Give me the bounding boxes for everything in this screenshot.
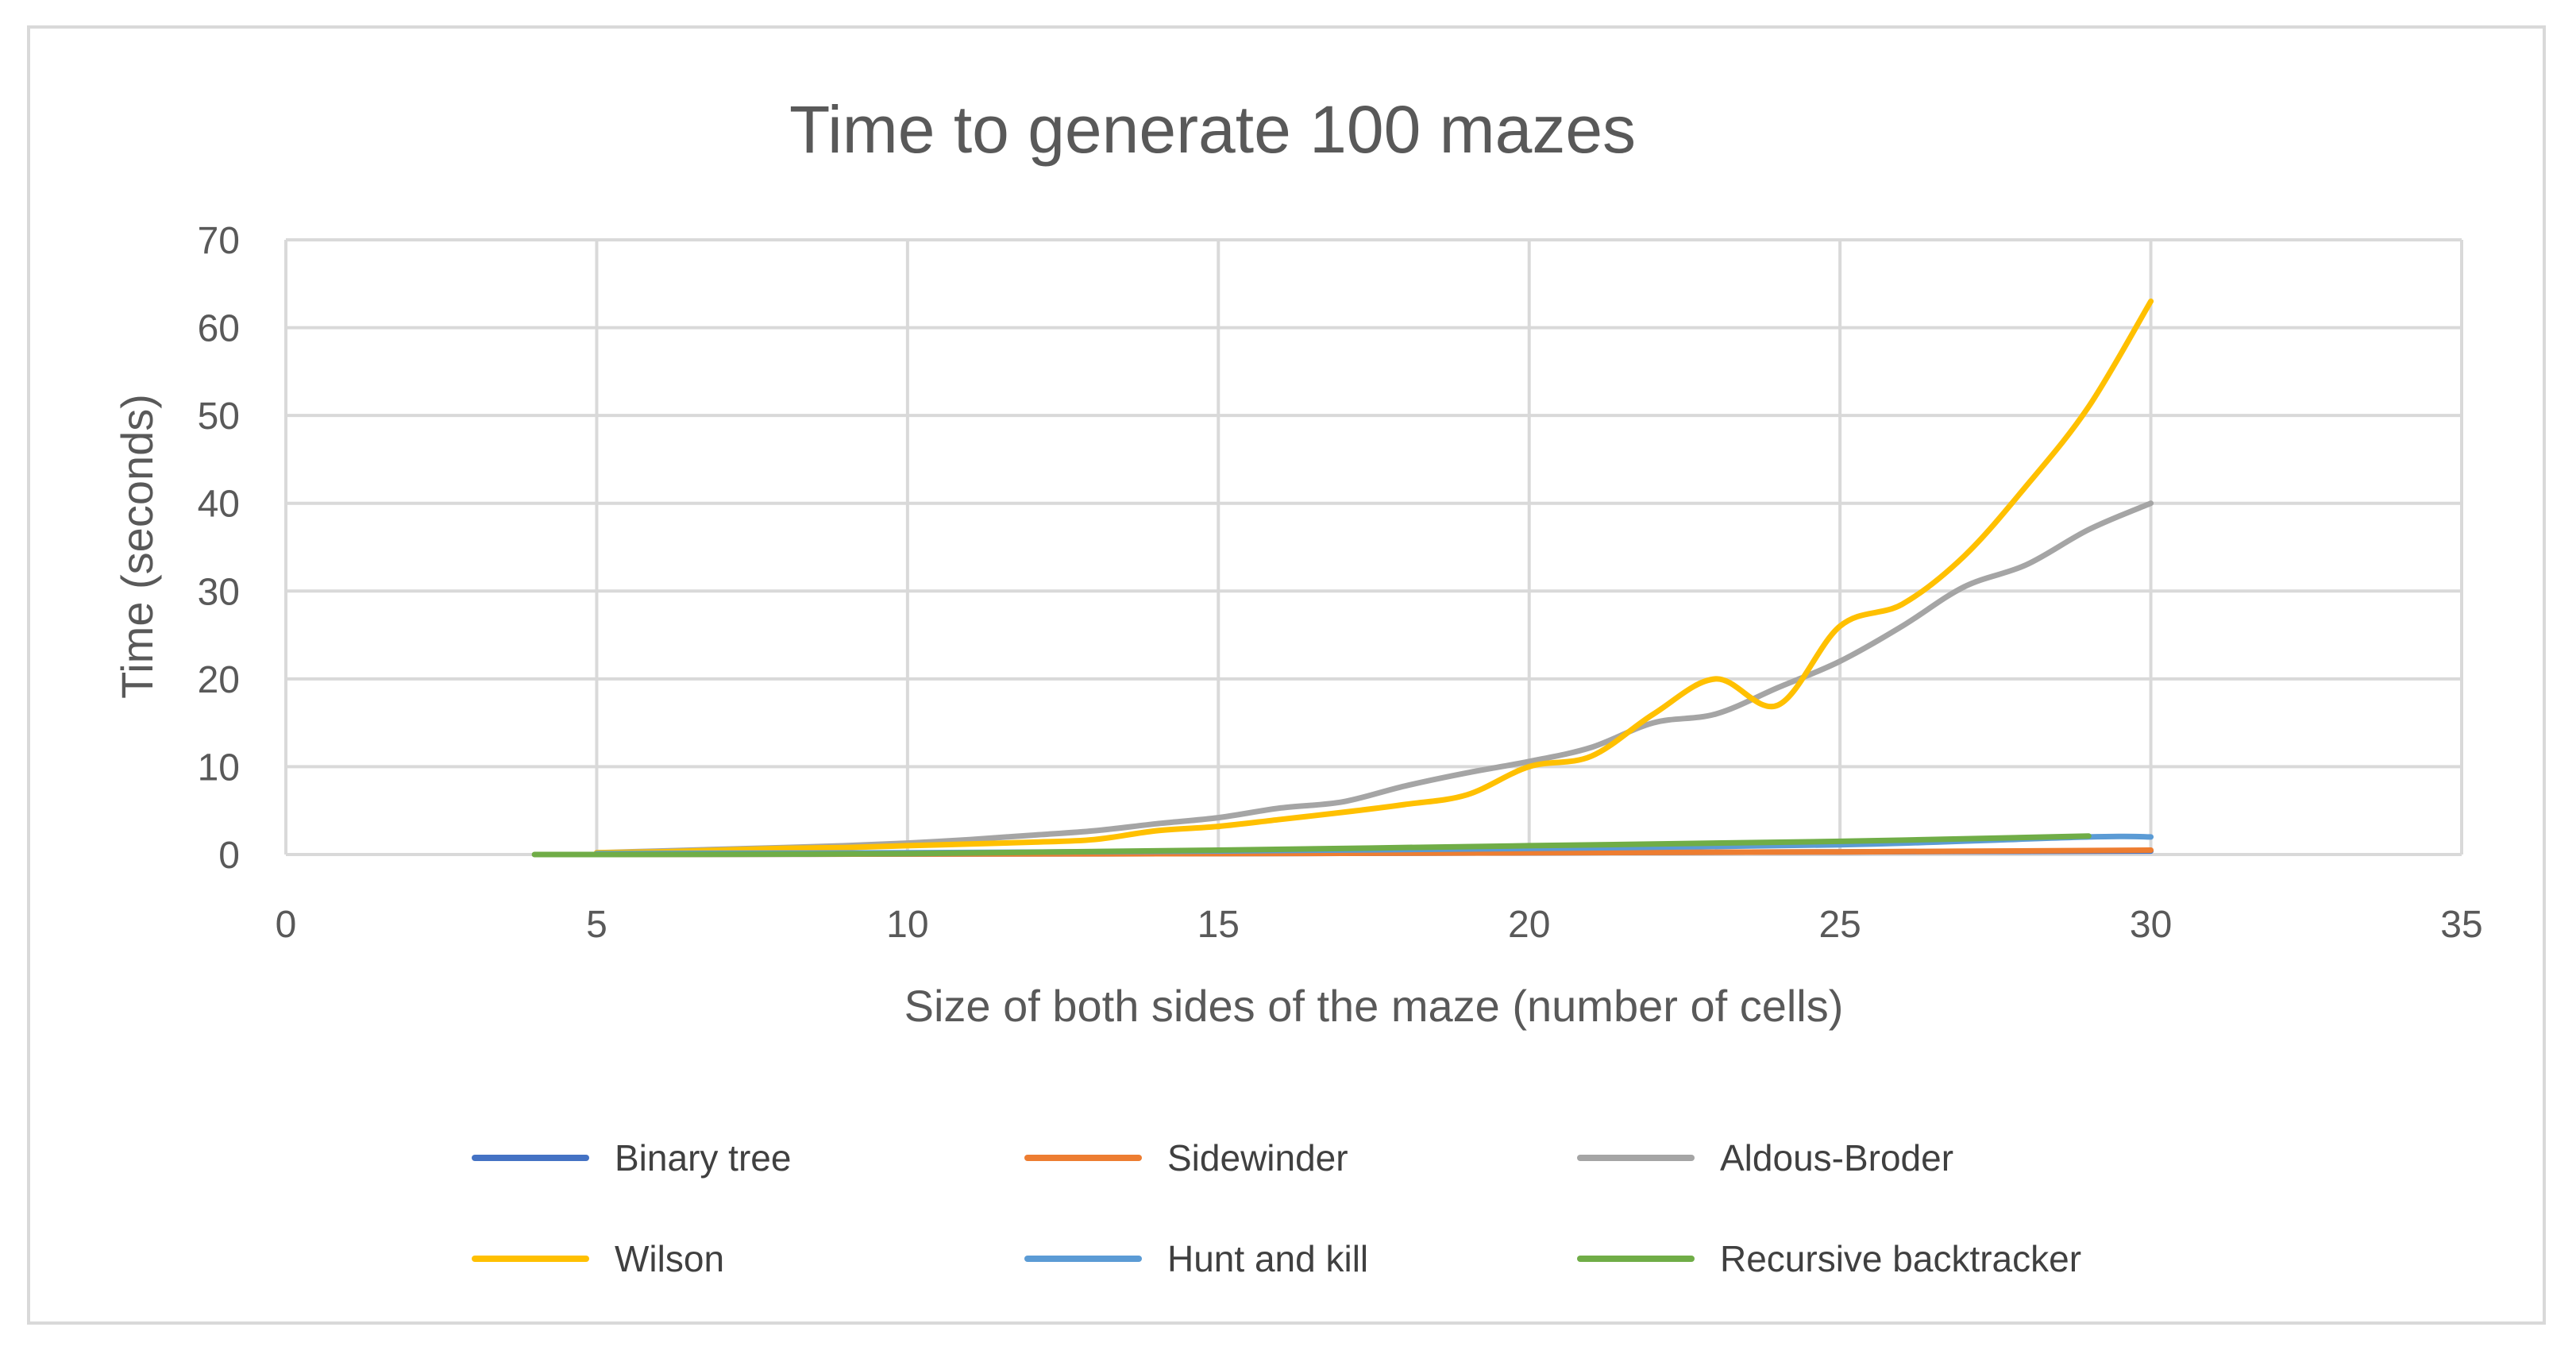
y-tick-label: 10 [198,747,240,789]
legend-item-sidewinder: Sidewinder [1024,1137,1348,1179]
legend-item-hunt-and-kill: Hunt and kill [1024,1238,1368,1279]
x-tick-label: 10 [886,904,928,946]
legend-label: Wilson [615,1238,724,1279]
series-line-wilson [593,298,2154,856]
chart-frame [27,25,2546,1325]
y-tick-label: 30 [198,571,240,613]
y-tick-label: 60 [198,308,240,350]
x-tick-labels: 0 5 10 15 20 25 30 35 [276,904,2483,946]
legend-label: Sidewinder [1167,1137,1348,1179]
legend-label: Hunt and kill [1167,1238,1368,1279]
legend-label: Binary tree [615,1137,791,1179]
legend-item-aldous-broder: Aldous-Broder [1577,1137,1953,1179]
legend-label: Recursive backtracker [1720,1238,2081,1279]
x-axis-label: Size of both sides of the maze (number o… [904,981,1844,1031]
chart-title: Time to generate 100 mazes [789,92,1636,167]
legend-item-binary-tree: Binary tree [472,1137,791,1179]
y-tick-labels: 0 10 20 30 40 50 60 70 [198,220,240,877]
series-line-recursive-backtracker [531,833,2092,858]
legend: Binary tree Sidewinder Aldous-Broder Wilson… [472,1137,2081,1279]
x-tick-label: 20 [1508,904,1550,946]
series-lines [531,298,2154,858]
x-tick-label: 5 [586,904,607,946]
x-tick-label: 30 [2130,904,2172,946]
x-tick-label: 15 [1197,904,1240,946]
y-tick-label: 40 [198,484,240,526]
x-tick-label: 25 [1818,904,1861,946]
x-tick-label: 35 [2440,904,2482,946]
y-tick-label: 50 [198,395,240,438]
y-tick-label: 70 [198,220,240,262]
legend-item-recursive-backtracker: Recursive backtracker [1577,1238,2081,1279]
y-tick-label: 20 [198,659,240,701]
legend-label: Aldous-Broder [1720,1137,1953,1179]
y-axis-label: Time (seconds) [112,394,162,699]
y-tick-label: 0 [218,835,240,877]
legend-item-wilson: Wilson [472,1238,724,1279]
x-tick-label: 0 [276,904,297,946]
